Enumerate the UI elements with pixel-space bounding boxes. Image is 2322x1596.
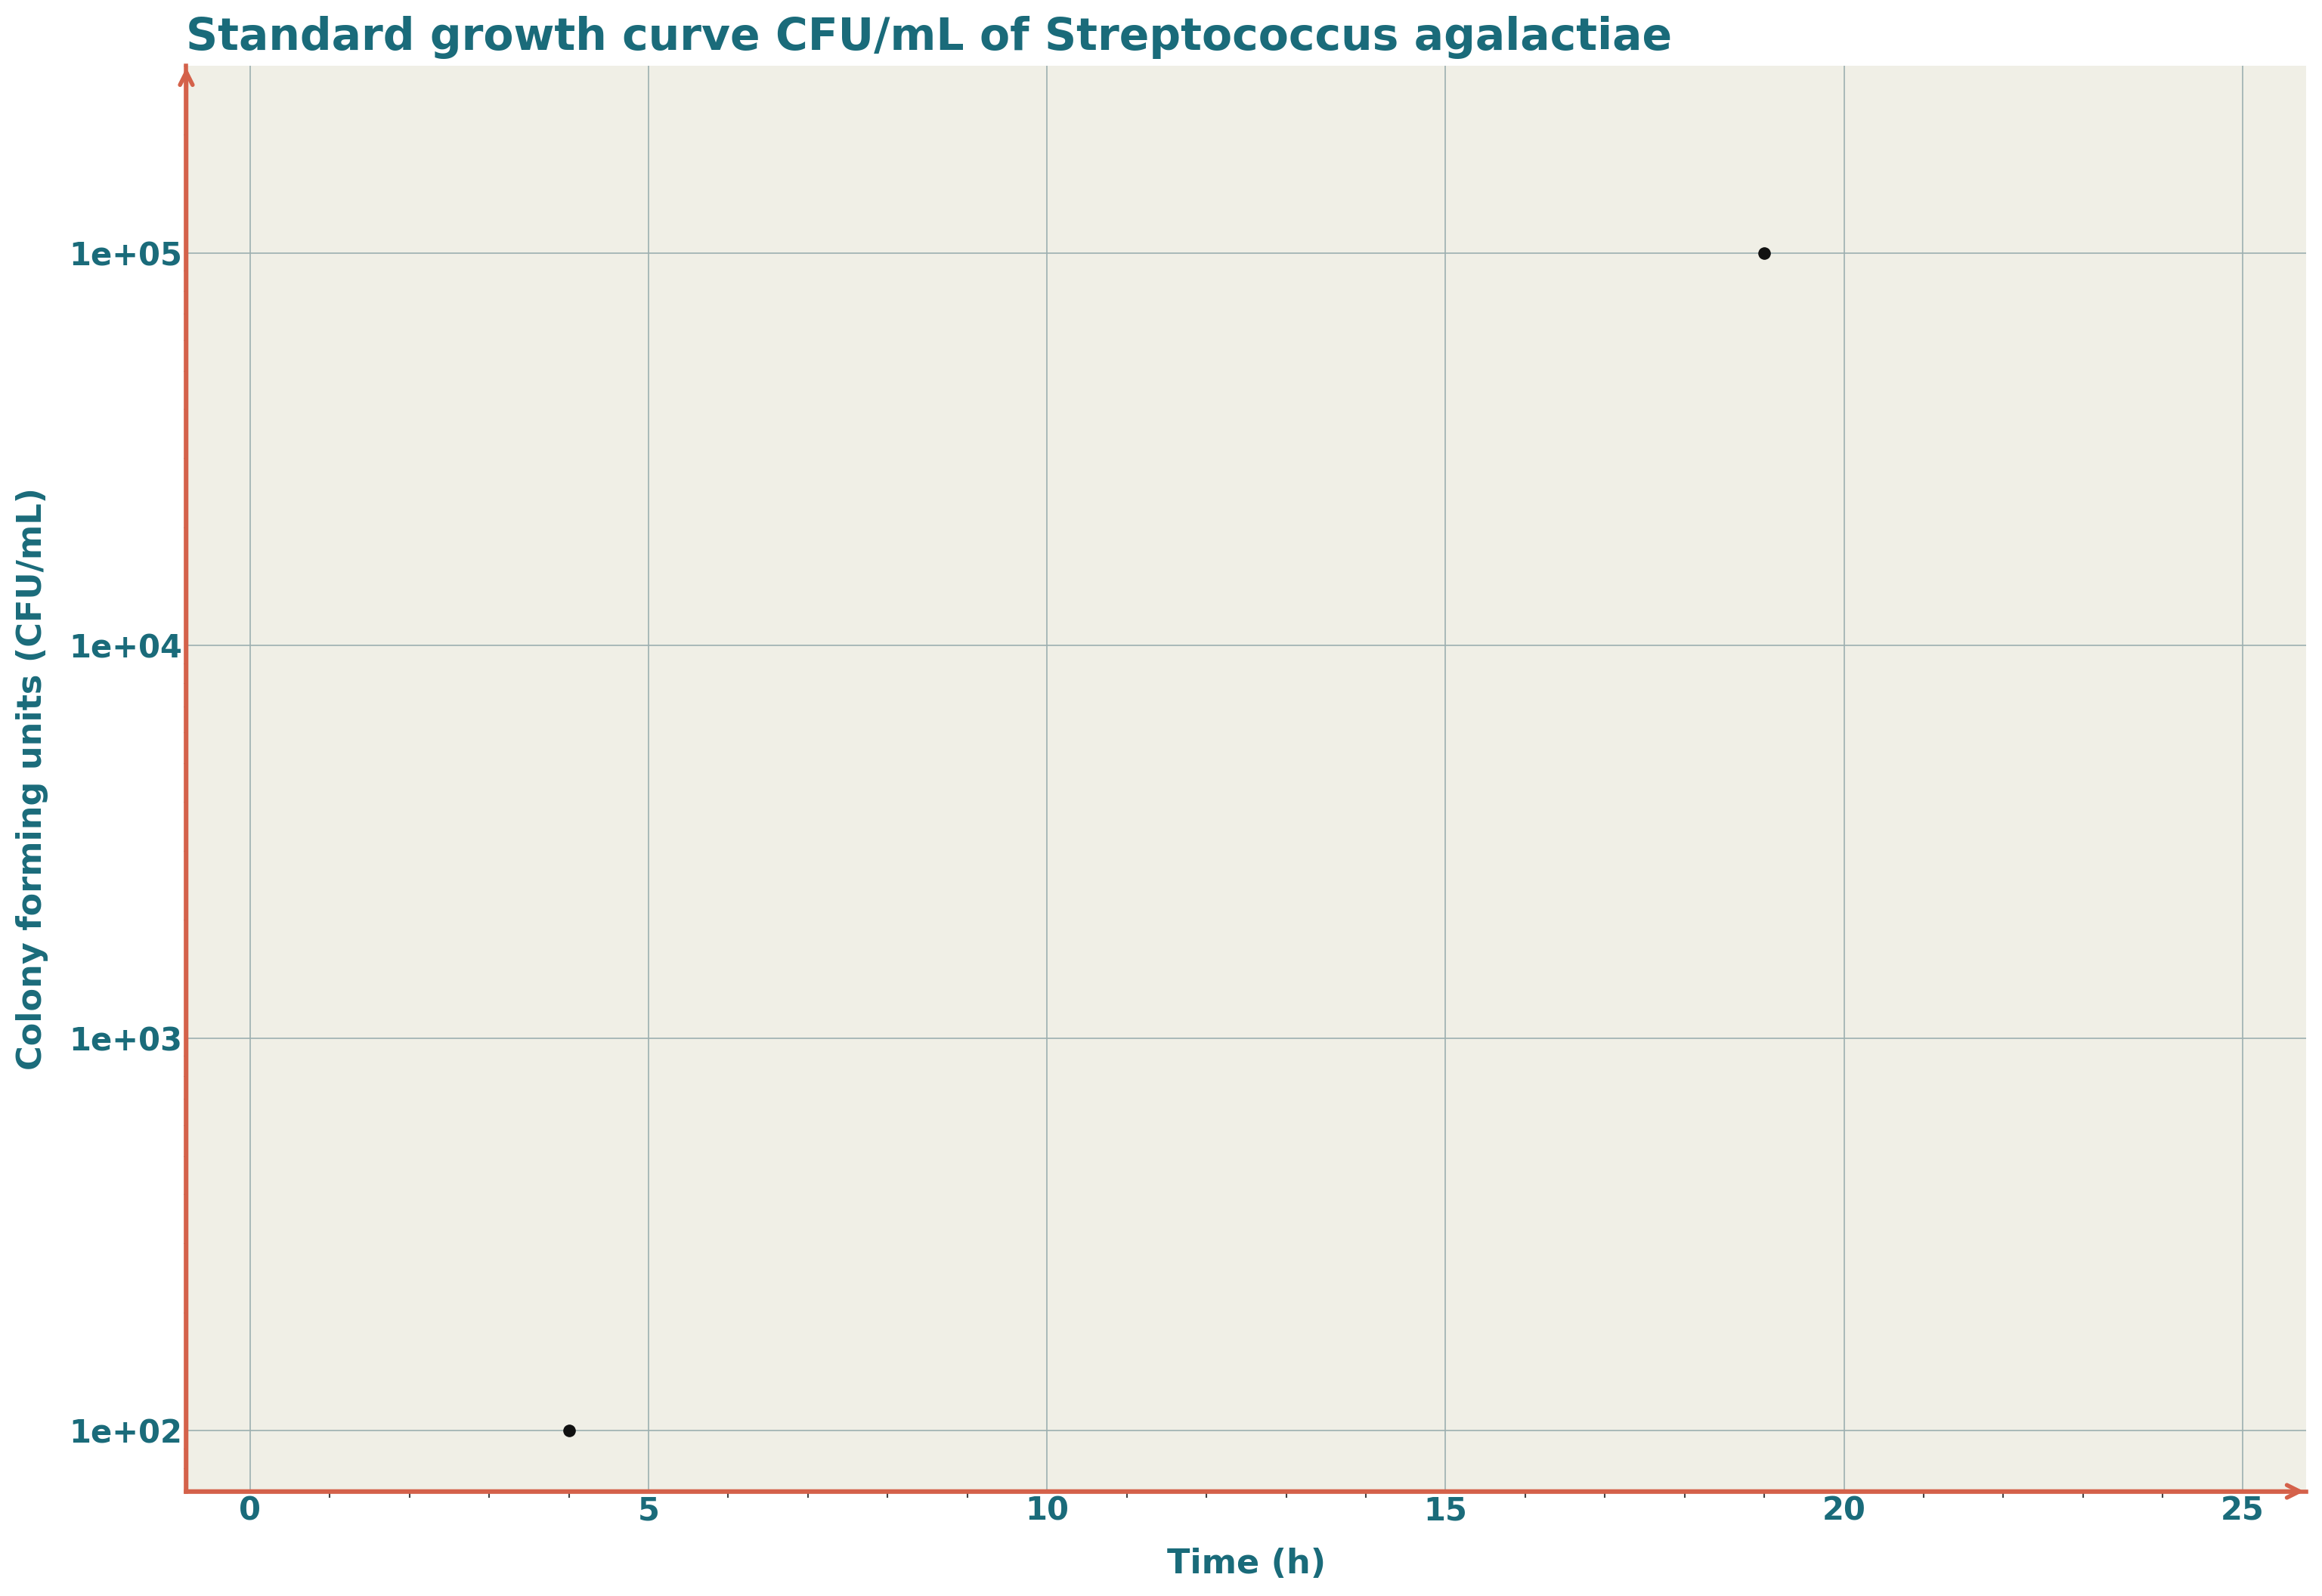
Text: Standard growth curve CFU/mL of Streptococcus agalactiae: Standard growth curve CFU/mL of Streptoc… bbox=[186, 16, 1672, 59]
Point bbox=[1746, 239, 1783, 265]
X-axis label: Time (h): Time (h) bbox=[1168, 1548, 1326, 1580]
Y-axis label: Colony forming units (CFU/mL): Colony forming units (CFU/mL) bbox=[16, 487, 49, 1069]
Point bbox=[550, 1417, 587, 1443]
